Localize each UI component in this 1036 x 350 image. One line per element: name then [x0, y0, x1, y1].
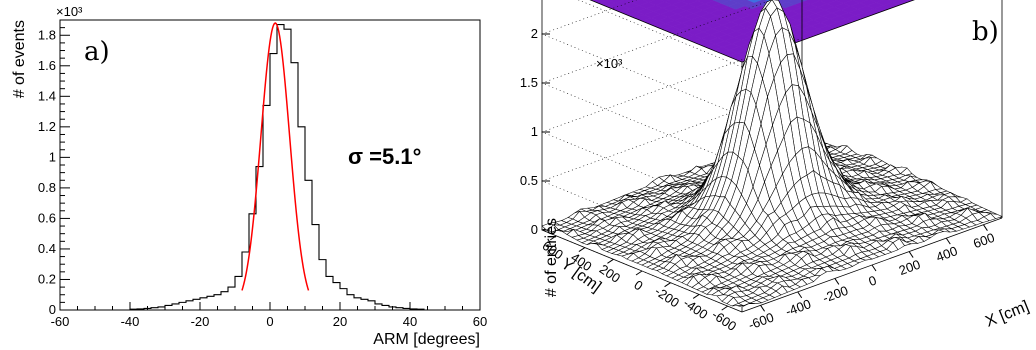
x-tick-label: -20: [191, 314, 210, 329]
x-major-tick-3d: [797, 291, 803, 299]
y-tick-label-3d: 0: [631, 277, 645, 293]
x-tick-label-3d: -400: [783, 296, 813, 319]
projection-cell: [615, 0, 633, 7]
histogram-bars: [60, 24, 480, 311]
projection-cell: [747, 0, 762, 3]
x-tick-label: 0: [266, 314, 273, 329]
x-tick-label-3d: 600: [971, 230, 997, 252]
y-tick-label: 0.6: [38, 210, 56, 225]
x-tick-label: 40: [403, 314, 417, 329]
x-major-tick-3d: [983, 224, 988, 231]
panel-a-label: a): [84, 37, 110, 67]
projection-cell: [819, 0, 837, 5]
gaussian-fit-curve: [241, 22, 310, 291]
projection-cell: [680, 0, 699, 5]
projection-cell: [782, 0, 793, 2]
z-exponent-label: ×10³: [596, 56, 623, 71]
projection-cell: [875, 0, 894, 6]
x-axis-ticks-3d: -600 -400 -200 0 200 400 600: [746, 224, 997, 333]
x-tick-label-3d: 0: [866, 272, 878, 289]
x-tick-label-3d: 400: [934, 243, 960, 265]
projection-cell: [852, 0, 869, 4]
x-tick-label: 20: [333, 314, 347, 329]
projection-cell: [842, 0, 861, 7]
x-tick-label: 60: [473, 314, 487, 329]
y-axis-ticks: 0 0.2 0.4 0.6 0.8 1 1.2 1.4 1.6 1.8: [38, 27, 70, 317]
x-tick-label-3d: 200: [897, 257, 923, 279]
projection-cell: [835, 0, 854, 4]
projection-cell: [802, 0, 821, 5]
projection-cell: [664, 0, 682, 5]
y-tick-label: 1.2: [38, 119, 56, 134]
projection-cell: [817, 0, 823, 2]
projection-cell: [786, 0, 804, 5]
y-exponent-label: ×10³: [56, 4, 83, 19]
z-tick-label: 0.5: [520, 173, 538, 188]
z-tick-label: 1.5: [520, 75, 538, 90]
back-grid-line: [577, 0, 743, 68]
y-tick-label: 1.6: [38, 58, 56, 73]
surface-mesh: [541, 0, 1003, 308]
z-axis-label: # of entries: [543, 218, 560, 297]
y-major-tick-3d: [578, 247, 586, 252]
projection-cell: [730, 0, 747, 4]
x-axis-label-3d: X [cm]: [983, 298, 1031, 331]
projection-cell: [737, 0, 755, 7]
x-major-tick-3d: [834, 278, 840, 285]
x-axis-ticks: -60 -40 -20 0 20 40 60: [51, 302, 487, 329]
projection-cell: [677, 0, 686, 2]
y-tick-label: 1: [49, 149, 56, 164]
projection-cell: [712, 0, 717, 1]
x-major-tick-3d: [908, 251, 914, 258]
projection-cell: [694, 0, 702, 2]
x-tick-label: -40: [121, 314, 140, 329]
projection-cell: [659, 0, 671, 3]
y-tick-label: 1.8: [38, 27, 56, 42]
x-major-tick-3d: [760, 305, 765, 312]
projection-cell: [887, 0, 900, 3]
projection-cell: [859, 0, 877, 7]
projection-cell: [697, 0, 715, 5]
y-tick-label: 0: [49, 302, 56, 317]
y-major-tick-3d: [664, 282, 671, 288]
surface-cell: [736, 303, 749, 308]
histogram-panel-a: -60 -40 -20 0 20 40 60 0 0.2 0.4 0.6 0.8 1 1.2 1.4 1.6…: [11, 4, 487, 348]
y-major-tick-3d: [550, 235, 557, 241]
y-major-tick-3d: [692, 294, 700, 299]
projection-cell: [713, 0, 732, 4]
projection-cell: [834, 0, 839, 1]
y-tick-label: 0.2: [38, 271, 56, 286]
z-tick-label: 0: [531, 222, 538, 237]
x-tick-label: -60: [51, 314, 70, 329]
x-tick-label-3d: -200: [821, 283, 851, 306]
y-tick-label-3d: -200: [652, 283, 682, 310]
z-axis-ticks: 00.511.522.5: [520, 26, 550, 237]
y-major-tick-3d: [607, 258, 614, 264]
x-axis-label: ARM [degrees]: [373, 331, 480, 348]
histogram-outline: [60, 24, 480, 311]
x-major-tick-3d: [945, 237, 951, 245]
y-tick-label-3d: -400: [681, 295, 711, 322]
projection-cell: [869, 0, 884, 3]
panel-b-label: b): [972, 17, 999, 47]
x-tick-label-3d: -600: [746, 310, 776, 333]
projection-cell: [607, 0, 625, 4]
y-tick-label: 1.4: [38, 88, 56, 103]
z-tick-label: 2: [531, 26, 538, 41]
x-major-tick-3d: [871, 264, 877, 272]
y-major-tick-3d: [635, 270, 643, 276]
y-tick-label: 0.4: [38, 241, 56, 256]
projection-cell: [647, 0, 666, 6]
y-major-tick-3d: [721, 305, 728, 311]
projection-border: [589, 0, 915, 63]
z-tick-label: 1: [531, 124, 538, 139]
projection-cell: [642, 0, 656, 3]
y-tick-label-3d: -600: [709, 307, 739, 334]
sigma-annotation: σ =5.1°: [348, 144, 421, 169]
y-axis-label: # of events: [11, 20, 28, 98]
y-tick-label: 0.8: [38, 180, 56, 195]
